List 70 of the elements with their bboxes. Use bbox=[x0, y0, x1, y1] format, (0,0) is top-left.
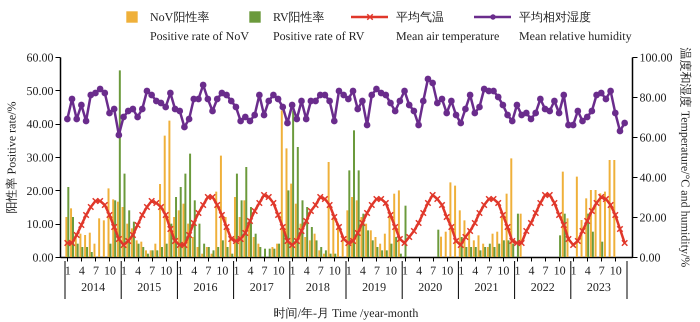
x-tick-label: 10 bbox=[216, 264, 228, 278]
x-tick-label: 1 bbox=[346, 264, 352, 278]
y-tick-label: 50.00 bbox=[26, 84, 54, 98]
y2-tick-label: 20.00 bbox=[640, 210, 666, 224]
x-tick-label: 10 bbox=[272, 264, 285, 278]
y-tick-label: 20.00 bbox=[26, 184, 54, 198]
x-tick-label: 1 bbox=[290, 264, 296, 278]
x-tick-label: 7 bbox=[430, 264, 436, 278]
x-tick-label: 1 bbox=[514, 264, 520, 278]
legend-label: RV阳性率 Positive rate of RV bbox=[273, 10, 365, 43]
x-tick-label: 4 bbox=[360, 264, 366, 278]
x-tick-label: 4 bbox=[584, 264, 591, 278]
x-tick-label: 4 bbox=[247, 264, 254, 278]
x-tick-label: 7 bbox=[205, 264, 212, 278]
x-tick-label: 7 bbox=[149, 264, 156, 278]
x-tick-label: 10 bbox=[610, 264, 622, 278]
x-tick-label: 10 bbox=[384, 264, 397, 278]
y-tick-label: 40.00 bbox=[26, 117, 54, 132]
x-tick-label: 7 bbox=[598, 264, 605, 278]
x-tick-label: 4 bbox=[78, 264, 85, 278]
text: 2016 bbox=[194, 280, 218, 294]
y2-tick-label: 100.00 bbox=[640, 50, 672, 64]
text: 2022 bbox=[530, 280, 555, 294]
x-tick-label: 4 bbox=[528, 264, 534, 278]
x-tick-label: 1 bbox=[402, 264, 408, 278]
x-tick-label: 7 bbox=[374, 264, 380, 278]
y2-tick-label: 60.00 bbox=[640, 130, 666, 144]
x-tick-label: 7 bbox=[486, 264, 492, 278]
x-tick-label: 4 bbox=[416, 264, 422, 278]
x-tick-label: 1 bbox=[121, 264, 128, 278]
x-tick-label: 1 bbox=[177, 264, 184, 278]
x-tick-label: 1 bbox=[233, 264, 240, 278]
y-axis-title: 阳性率 Positive rate/% bbox=[4, 102, 18, 214]
x-tick-label: 4 bbox=[135, 264, 142, 278]
x-tick-label: 10 bbox=[328, 264, 341, 278]
x-tick-label: 4 bbox=[304, 264, 310, 278]
x-tick-label: 7 bbox=[262, 264, 268, 278]
text: 2018 bbox=[306, 280, 330, 294]
text: 2015 bbox=[137, 280, 162, 294]
legend-label: 平均相对湿度 Mean relative humidity bbox=[519, 10, 632, 43]
legend-label: 平均气温 Mean air temperature bbox=[396, 10, 500, 43]
y2-tick-label: 80.00 bbox=[640, 90, 666, 104]
text: 2017 bbox=[250, 280, 274, 294]
y-tick-label: 60.00 bbox=[26, 50, 54, 64]
y2-tick-label: 0.00 bbox=[640, 250, 660, 264]
x-tick-label: 4 bbox=[191, 264, 198, 278]
text: 2014 bbox=[81, 280, 106, 294]
text: 2021 bbox=[474, 280, 498, 294]
x-tick-label: 7 bbox=[318, 264, 324, 278]
x-tick-label: 7 bbox=[542, 264, 549, 278]
x-tick-label: 10 bbox=[554, 264, 566, 278]
y2-tick-label: 40.00 bbox=[640, 170, 666, 184]
x-axis-title: 时间/年-月 Time /year-month bbox=[274, 306, 418, 320]
x-tick-label: 4 bbox=[472, 264, 478, 278]
x-tick-label: 10 bbox=[497, 264, 510, 278]
x-tick-label: 10 bbox=[104, 264, 116, 278]
x-tick-label: 1 bbox=[570, 264, 577, 278]
text: 2023 bbox=[586, 280, 611, 294]
y-tick-label: 10.00 bbox=[26, 217, 54, 232]
y-tick-label: 30.00 bbox=[26, 150, 54, 164]
x-tick-label: 10 bbox=[441, 264, 454, 278]
text: 2020 bbox=[418, 280, 442, 294]
y-tick-label: 0.00 bbox=[32, 250, 54, 264]
x-tick-label: 7 bbox=[92, 264, 99, 278]
text: 2019 bbox=[362, 280, 386, 294]
x-tick-label: 1 bbox=[458, 264, 464, 278]
legend-label: NoV阳性率 Positive rate of NoV bbox=[150, 10, 250, 43]
x-tick-label: 10 bbox=[160, 264, 172, 278]
x-tick-label: 1 bbox=[64, 264, 71, 278]
y2-axis-title: 温度和湿度 Temperature/°C and humidity/% bbox=[678, 48, 692, 268]
